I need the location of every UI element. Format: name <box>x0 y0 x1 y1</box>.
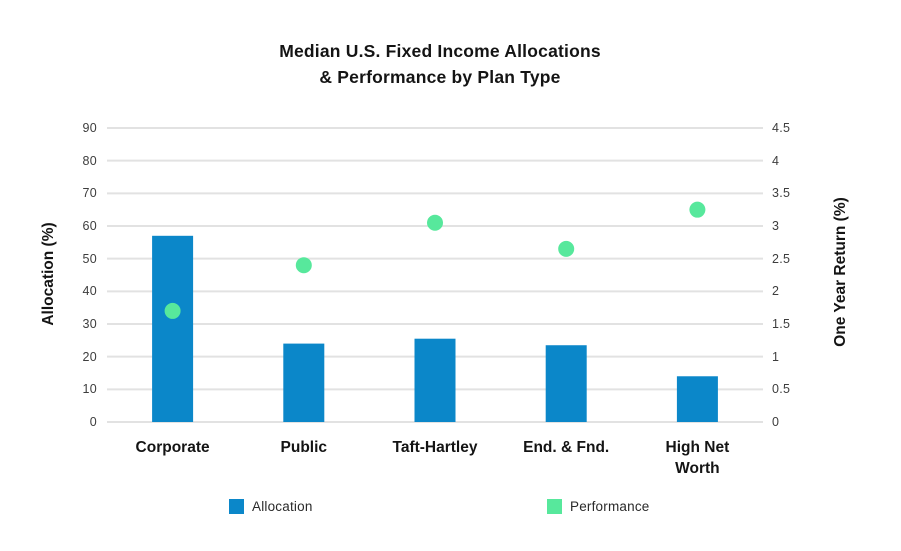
left-axis-tick: 90 <box>82 121 97 135</box>
right-axis-tick: 0 <box>772 415 780 429</box>
left-axis-tick: 10 <box>82 382 97 397</box>
performance-dot <box>558 240 575 257</box>
legend-item-performance: Performance <box>547 497 649 515</box>
allocation-bar <box>545 345 587 422</box>
left-axis-tick: 20 <box>82 349 97 364</box>
category-label: Corporate <box>135 439 210 456</box>
right-axis-tick: 3 <box>772 219 780 233</box>
performance-legend-label: Performance <box>570 498 650 514</box>
performance-dot <box>427 214 443 231</box>
right-axis-tick: 2 <box>772 284 780 299</box>
allocation-legend-swatch <box>229 498 244 514</box>
allocation-bar <box>414 338 456 422</box>
category-label: End. & Fnd. <box>523 439 610 456</box>
legend-item-allocation: Allocation <box>229 497 313 515</box>
left-axis-tick: 0 <box>89 415 97 429</box>
right-axis-tick: 4 <box>772 153 780 168</box>
allocation-bar <box>152 235 194 422</box>
category-label: High Net Worth <box>665 439 730 477</box>
right-axis-tick: 4.5 <box>772 121 791 135</box>
right-axis-title: One Year Return (%) <box>832 197 849 347</box>
category-label: Public <box>280 439 328 456</box>
allocation-bar <box>676 376 718 422</box>
right-axis-tick: 1 <box>772 349 780 364</box>
performance-legend-swatch <box>547 498 562 514</box>
left-axis-title: Allocation (%) <box>40 222 57 326</box>
chart-title: Median U.S. Fixed Income Allocations & P… <box>0 38 880 90</box>
left-axis-tick: 60 <box>82 219 97 233</box>
chart-title-line-2: & Performance by Plan Type <box>319 67 561 87</box>
left-axis-tick: 70 <box>82 186 97 201</box>
left-axis-tick: 80 <box>82 153 97 168</box>
right-axis-tick: 3.5 <box>772 186 791 201</box>
left-axis-tick: 50 <box>82 251 97 266</box>
chart-title-line-1: Median U.S. Fixed Income Allocations <box>279 41 601 61</box>
category-label: Taft-Hartley <box>392 439 478 456</box>
right-axis-tick: 1.5 <box>772 317 791 331</box>
performance-dot <box>164 302 181 319</box>
performance-dot <box>689 201 706 218</box>
right-axis-tick: 2.5 <box>772 251 791 266</box>
allocation-bar <box>283 343 325 422</box>
performance-dot <box>295 257 312 274</box>
left-axis-tick: 40 <box>82 284 97 299</box>
right-axis-tick: 0.5 <box>772 382 791 397</box>
left-axis-tick: 30 <box>82 317 97 331</box>
allocation-legend-label: Allocation <box>252 498 313 514</box>
